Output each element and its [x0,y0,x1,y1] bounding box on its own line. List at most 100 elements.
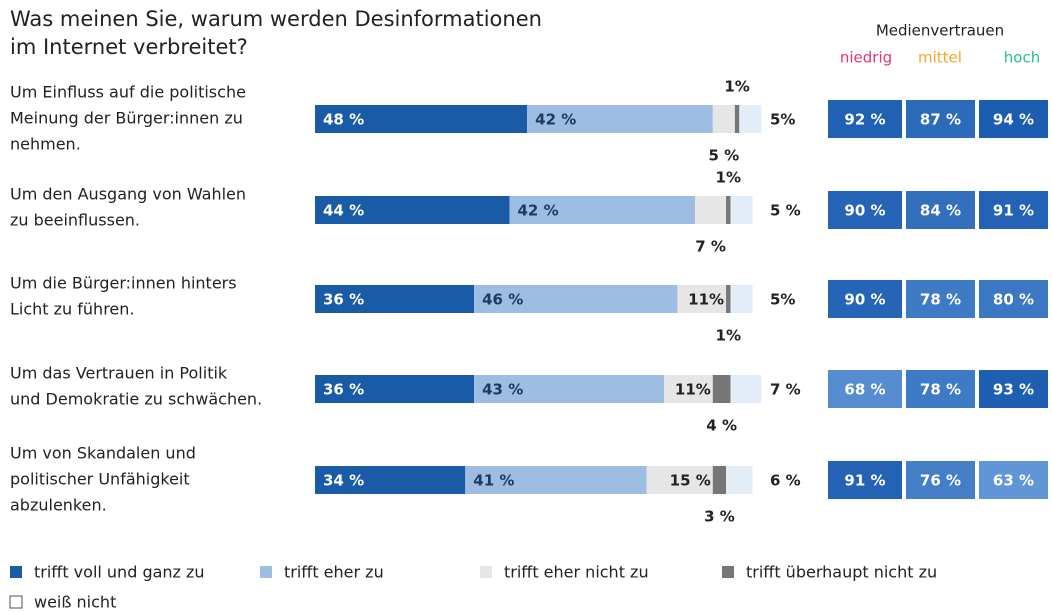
legend-swatch [10,566,22,578]
trust-cell [979,370,1048,408]
trust-cell [979,461,1048,499]
trust-label: 87 % [920,111,961,129]
trust-column: niedrig [840,49,892,67]
legend-swatch [480,566,492,578]
legend-label: trifft voll und ganz zu [34,563,205,582]
bar-segment [315,196,510,224]
trust-cell [979,280,1048,318]
value-label: 7 % [770,381,801,399]
bar-segment [739,105,762,133]
chart-title: Was meinen Sie, warum werden Desinformat… [10,7,542,31]
bar-segment [315,375,475,403]
trust-cell [979,100,1048,138]
category-label: und Demokratie zu schwächen. [10,390,262,409]
bar-segment [726,196,731,224]
bar-segment [730,196,753,224]
value-label: 42 % [517,202,558,220]
bar-segment [474,285,678,313]
category-label: nehmen. [10,135,81,154]
legend-label: trifft überhaupt nicht zu [746,563,937,582]
category-label: Um Einfluss auf die politische [10,83,246,102]
trust-cell [906,370,975,408]
category-label: Licht zu führen. [10,300,135,319]
value-label: 1% [716,169,741,187]
category-label: abzulenken. [10,496,107,515]
value-label: 7 % [695,238,726,256]
legend-label: weiß nicht [34,593,116,612]
trust-label: 78 % [920,381,961,399]
bar-segment [695,196,727,224]
trust-label: 84 % [920,202,961,220]
value-label: 4 % [706,417,737,435]
chart-title: im Internet verbreitet? [10,35,248,59]
bar-segment [474,375,665,403]
trust-cell [828,191,902,229]
value-label: 48 % [323,111,364,129]
trust-label: 68 % [844,381,885,399]
value-label: 36 % [323,291,364,309]
value-label: 1% [716,327,741,345]
category-label: Meinung der Bürger:innen zu [10,109,243,128]
category-label: Um das Vertrauen in Politik [10,364,228,383]
trust-cell [979,191,1048,229]
category-label: zu beeinflussen. [10,211,140,230]
trust-cell [906,461,975,499]
value-label: 44 % [323,202,364,220]
bar-segment [730,285,753,313]
trust-cell [906,100,975,138]
value-label: 42 % [535,111,576,129]
bar-segment [712,466,727,494]
trust-cell [906,191,975,229]
trust-cell [828,100,902,138]
legend-label: trifft eher zu [284,563,384,582]
bar-segment [527,105,713,133]
trust-cell [828,461,902,499]
bar-segment [726,466,753,494]
bar-segment [315,105,528,133]
value-label: 6 % [770,472,801,490]
bar-segment [726,285,731,313]
value-label: 5% [770,291,795,309]
value-label: 5 % [770,202,801,220]
category-label: politischer Unfähigkeit [10,470,190,489]
trust-label: 94 % [993,111,1034,129]
value-label: 46 % [482,291,523,309]
bar-segment [730,375,762,403]
category-label: Um von Skandalen und [10,444,196,463]
value-label: 36 % [323,381,364,399]
value-label: 41 % [473,472,514,490]
trust-label: 76 % [920,472,961,490]
value-label: 43 % [482,381,523,399]
bar-segment [465,466,647,494]
trust-label: 91 % [993,202,1034,220]
bar-segment [509,196,696,224]
value-label: 11% [688,291,724,309]
bar-segment [712,375,731,403]
legend-swatch [722,566,734,578]
value-label: 5% [770,111,795,129]
category-label: Um die Bürger:innen hinters [10,274,237,293]
bar-segment [677,285,727,313]
trust-column: mittel [918,49,962,67]
value-label: 5 % [708,147,739,165]
value-label: 3 % [704,508,735,526]
trust-label: 78 % [920,291,961,309]
bar-segment [664,375,713,403]
bar-segment [712,105,735,133]
bar-segment [315,285,475,313]
value-label: 1% [724,78,749,96]
trust-label: 90 % [844,291,885,309]
bar-segment [646,466,713,494]
legend-label: trifft eher nicht zu [504,563,649,582]
trust-cell [906,280,975,318]
trust-column: hoch [1004,49,1040,67]
trust-label: 63 % [993,472,1034,490]
value-label: 15 % [670,472,711,490]
trust-cell [828,280,902,318]
legend-swatch [260,566,272,578]
bar-segment [734,105,740,133]
trust-label: 93 % [993,381,1034,399]
trust-label: 92 % [844,111,885,129]
trust-title: Medienvertrauen [876,22,1004,40]
legend-swatch [9,595,23,609]
